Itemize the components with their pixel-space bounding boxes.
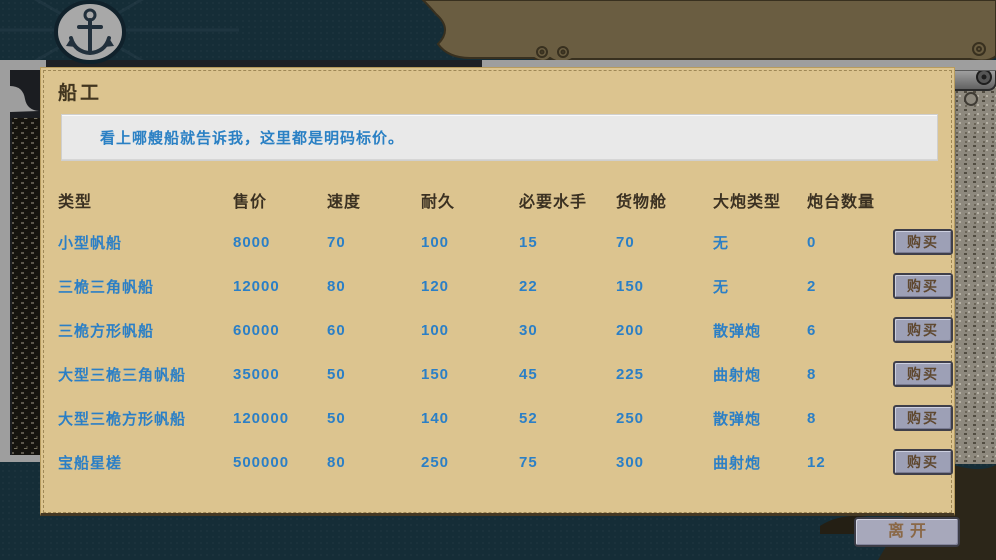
table-row: 三桅方形帆船 60000 60 100 30 200 散弹炮 6 购买: [58, 308, 957, 352]
buy-button[interactable]: 购买: [893, 317, 953, 343]
ship-price: 120000: [233, 409, 290, 427]
ship-cargo: 250: [616, 409, 645, 427]
map-curl-decorations: [536, 42, 986, 58]
ship-sailors: 30: [519, 321, 538, 339]
ship-price: 60000: [233, 321, 280, 339]
header-type: 类型: [58, 194, 93, 211]
dialog-title: 船工: [58, 83, 103, 104]
ship-speed: 60: [327, 321, 346, 339]
header-cargo: 货物舱: [616, 194, 668, 211]
map-landmass: [421, 0, 996, 63]
buy-button[interactable]: 购买: [893, 229, 953, 255]
ship-turrets: 8: [807, 365, 817, 383]
ship-name: 小型帆船: [58, 234, 123, 252]
ship-cannon: 曲射炮: [713, 366, 762, 384]
ship-durability: 100: [421, 321, 450, 339]
ship-durability: 250: [421, 453, 450, 471]
table-header-row: 类型 售价 速度 耐久 必要水手 货物舱 大炮类型 炮台数量: [58, 180, 957, 220]
ship-sailors: 45: [519, 365, 538, 383]
header-turrets: 炮台数量: [807, 194, 876, 211]
shipwright-dialog: 船工 看上哪艘船就告诉我，这里都是明码标价。 类型 售价 速度 耐久 必要水手 …: [40, 67, 955, 516]
buy-button[interactable]: 购买: [893, 405, 953, 431]
ship-speed: 80: [327, 453, 346, 471]
ship-cannon: 散弹炮: [713, 410, 762, 428]
ship-sailors: 52: [519, 409, 538, 427]
buy-button[interactable]: 购买: [893, 361, 953, 387]
ship-turrets: 8: [807, 409, 817, 427]
ship-cannon: 曲射炮: [713, 454, 762, 472]
ship-price: 35000: [233, 365, 280, 383]
ship-cargo: 150: [616, 277, 645, 295]
ship-durability: 150: [421, 365, 450, 383]
ship-cargo: 225: [616, 365, 645, 383]
frame-dark-band: [14, 60, 482, 68]
ship-speed: 70: [327, 233, 346, 251]
buy-button[interactable]: 购买: [893, 273, 953, 299]
npc-message-box: 看上哪艘船就告诉我，这里都是明码标价。: [61, 114, 938, 161]
anchor-icon: [53, 0, 127, 69]
ship-cannon: 无: [713, 234, 730, 252]
ship-turrets: 0: [807, 233, 817, 251]
frame-corner-ornament: [10, 86, 39, 112]
scroll-artwork: [950, 72, 996, 464]
ship-price: 500000: [233, 453, 290, 471]
ship-cannon: 无: [713, 278, 730, 296]
frame-top-bar: [0, 60, 996, 71]
header-cannon: 大炮类型: [713, 194, 782, 211]
ship-speed: 50: [327, 365, 346, 383]
table-row: 宝船星槎 500000 80 250 75 300 曲射炮 12 购买: [58, 440, 957, 484]
npc-message-text: 看上哪艘船就告诉我，这里都是明码标价。: [100, 130, 405, 147]
ship-name: 三桅方形帆船: [58, 322, 155, 340]
table-row: 小型帆船 8000 70 100 15 70 无 0 购买: [58, 220, 957, 264]
table-row: 三桅三角帆船 12000 80 120 22 150 无 2 购买: [58, 264, 957, 308]
table-row: 大型三桅方形帆船 120000 50 140 52 250 散弹炮 8 购买: [58, 396, 957, 440]
scroll-paper-curl: [964, 92, 978, 106]
ship-durability: 120: [421, 277, 450, 295]
ship-name: 宝船星槎: [58, 454, 123, 472]
ship-turrets: 12: [807, 453, 826, 471]
header-sailors: 必要水手: [519, 194, 588, 211]
ship-price: 12000: [233, 277, 280, 295]
ship-sailors: 15: [519, 233, 538, 251]
ship-sailors: 22: [519, 277, 538, 295]
ship-cannon: 散弹炮: [713, 322, 762, 340]
table-row: 大型三桅三角帆船 35000 50 150 45 225 曲射炮 8 购买: [58, 352, 957, 396]
ship-speed: 80: [327, 277, 346, 295]
ship-sailors: 75: [519, 453, 538, 471]
ship-cargo: 300: [616, 453, 645, 471]
ship-name: 大型三桅方形帆船: [58, 410, 187, 428]
ship-turrets: 6: [807, 321, 817, 339]
ship-durability: 140: [421, 409, 450, 427]
ship-turrets: 2: [807, 277, 817, 295]
ship-cargo: 70: [616, 233, 635, 251]
ship-price: 8000: [233, 233, 271, 251]
ship-name: 大型三桅三角帆船: [58, 366, 187, 384]
ship-name: 三桅三角帆船: [58, 278, 155, 296]
leave-button[interactable]: 离开: [854, 517, 960, 547]
ship-cargo: 200: [616, 321, 645, 339]
ship-speed: 50: [327, 409, 346, 427]
header-durability: 耐久: [421, 194, 456, 211]
ship-durability: 100: [421, 233, 450, 251]
header-price: 售价: [233, 194, 268, 211]
buy-button[interactable]: 购买: [893, 449, 953, 475]
table-body: 小型帆船 8000 70 100 15 70 无 0 购买 三桅三角帆船 120…: [58, 220, 957, 484]
header-speed: 速度: [327, 194, 362, 211]
